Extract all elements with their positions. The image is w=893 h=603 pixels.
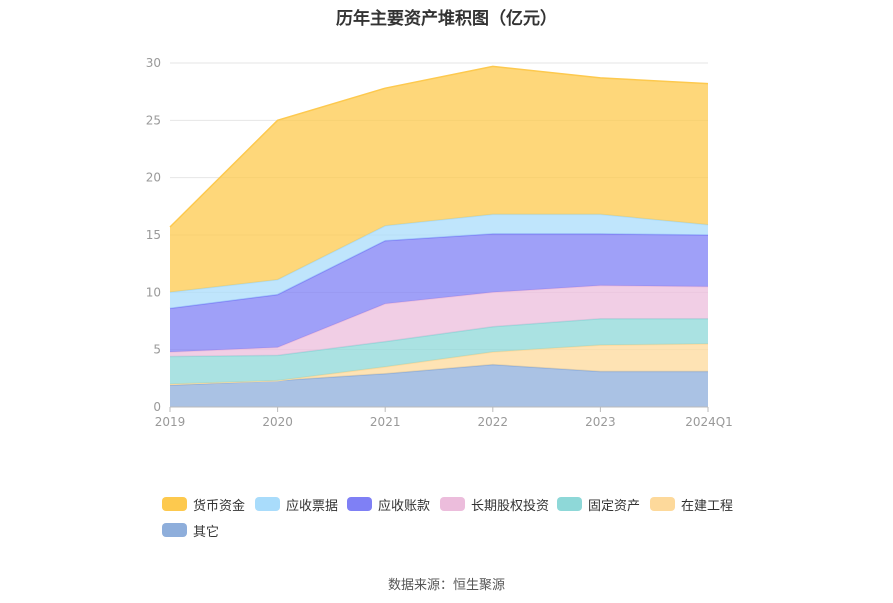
legend-swatch <box>650 497 675 511</box>
y-tick-label: 10 <box>146 285 161 299</box>
legend-label: 长期股权投资 <box>471 498 550 514</box>
area-layer <box>169 65 709 407</box>
x-tick-label: 2022 <box>478 415 509 429</box>
legend-swatch <box>162 523 187 537</box>
legend-swatch <box>557 497 582 511</box>
x-tick-label: 2024Q1 <box>685 415 733 429</box>
area-series-应收票据 <box>170 214 708 309</box>
area-edge-货币资金 <box>169 65 709 228</box>
area-series-在建工程 <box>170 343 708 386</box>
x-tick-label: 2020 <box>262 415 293 429</box>
legend-item[interactable]: 长期股权投资 <box>440 494 549 514</box>
legend-swatch <box>347 497 372 511</box>
legend-item[interactable]: 应收账款 <box>347 494 430 514</box>
legend-item[interactable]: 其它 <box>162 520 219 540</box>
legend-label: 其它 <box>193 524 220 540</box>
area-series-应收账款 <box>170 233 708 352</box>
legend-label: 货币资金 <box>193 498 246 514</box>
chart-title: 历年主要资产堆积图（亿元） <box>336 9 557 29</box>
y-tick-label: 15 <box>146 228 161 242</box>
x-tick-label: 2023 <box>585 415 616 429</box>
legend-swatch <box>440 497 465 511</box>
area-series-固定资产 <box>170 318 708 385</box>
legend-label: 应收票据 <box>286 498 339 514</box>
y-tick-label: 5 <box>153 343 161 357</box>
legend-label: 固定资产 <box>588 498 641 514</box>
area-series-货币资金 <box>170 66 708 293</box>
axes: 0 5 10 15 20 25 30 2019 2020 2021 2022 2023 2024Q1 <box>146 56 733 429</box>
data-source-note: 数据来源：恒生聚源 <box>387 578 505 593</box>
legend-label: 应收账款 <box>378 498 431 514</box>
legend-item[interactable]: 在建工程 <box>650 494 733 514</box>
legend-item[interactable]: 应收票据 <box>255 494 338 514</box>
x-tick-label: 2019 <box>155 415 186 429</box>
y-tick-label: 30 <box>146 56 161 70</box>
y-tick-label: 20 <box>146 171 161 185</box>
legend-label: 在建工程 <box>681 498 734 514</box>
y-tick-label: 25 <box>146 113 161 127</box>
legend-item[interactable]: 货币资金 <box>162 494 245 514</box>
y-tick-label: 0 <box>153 400 161 414</box>
x-tick-label: 2021 <box>370 415 401 429</box>
area-series-长期股权投资 <box>170 285 708 357</box>
legend-item[interactable]: 固定资产 <box>557 494 640 514</box>
area-series-其它 <box>170 364 708 407</box>
legend-swatch <box>162 497 187 511</box>
legend-swatch <box>255 497 280 511</box>
